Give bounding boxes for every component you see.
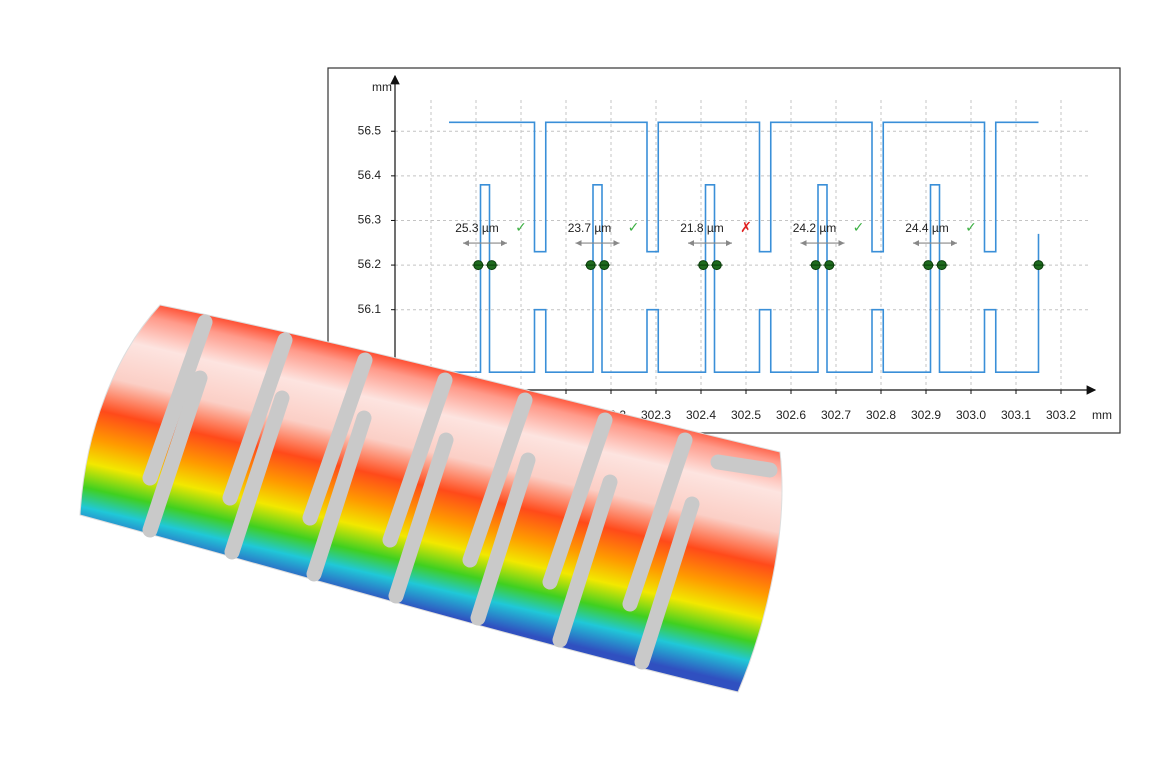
slot — [634, 496, 700, 670]
x-tick-label: 302.6 — [776, 408, 806, 422]
x-axis-label: mm — [1092, 408, 1112, 422]
slot — [622, 432, 693, 612]
slot — [388, 432, 454, 604]
x-tick-label: 302.8 — [866, 408, 896, 422]
slot — [470, 452, 536, 626]
slot — [306, 410, 372, 582]
measure-status: ✓ — [628, 219, 640, 235]
profile-line — [449, 183, 1040, 373]
measure-label: 24.4 µm — [905, 221, 949, 235]
slot — [302, 352, 373, 526]
slot — [552, 474, 618, 648]
x-tick-label: 303.0 — [956, 408, 986, 422]
x-tick-label: 302.7 — [821, 408, 851, 422]
y-axis-label: mm — [372, 80, 392, 94]
y-tick-label: 56.1 — [358, 302, 382, 316]
slot — [710, 454, 778, 478]
x-tick-label: 303.1 — [1001, 408, 1031, 422]
slot — [142, 314, 213, 486]
profile-line — [449, 121, 1039, 253]
y-tick-label: 56.3 — [358, 213, 382, 227]
measure-label: 25.3 µm — [455, 221, 499, 235]
measure-label: 21.8 µm — [680, 221, 724, 235]
y-tick-label: 56.4 — [358, 168, 382, 182]
slot — [382, 372, 453, 548]
y-tick-label: 56.5 — [358, 123, 382, 137]
measure-status: ✓ — [853, 219, 865, 235]
x-tick-label: 302.5 — [731, 408, 761, 422]
measure-status: ✓ — [965, 219, 977, 235]
slot — [462, 392, 533, 568]
measure-label: 24.2 µm — [793, 221, 837, 235]
cylinder — [79, 304, 783, 693]
measure-label: 23.7 µm — [568, 221, 612, 235]
x-tick-label: 302.9 — [911, 408, 941, 422]
slot — [142, 370, 208, 538]
measure-status: ✓ — [515, 219, 527, 235]
x-tick-label: 303.2 — [1046, 408, 1076, 422]
y-tick-label: 56.2 — [358, 257, 382, 271]
measure-status: ✗ — [740, 219, 752, 235]
x-tick-label: 302.3 — [641, 408, 671, 422]
x-tick-label: 302.4 — [686, 408, 716, 422]
slots — [142, 314, 778, 670]
slot — [224, 390, 290, 560]
slot — [542, 412, 613, 590]
slot — [222, 332, 293, 506]
